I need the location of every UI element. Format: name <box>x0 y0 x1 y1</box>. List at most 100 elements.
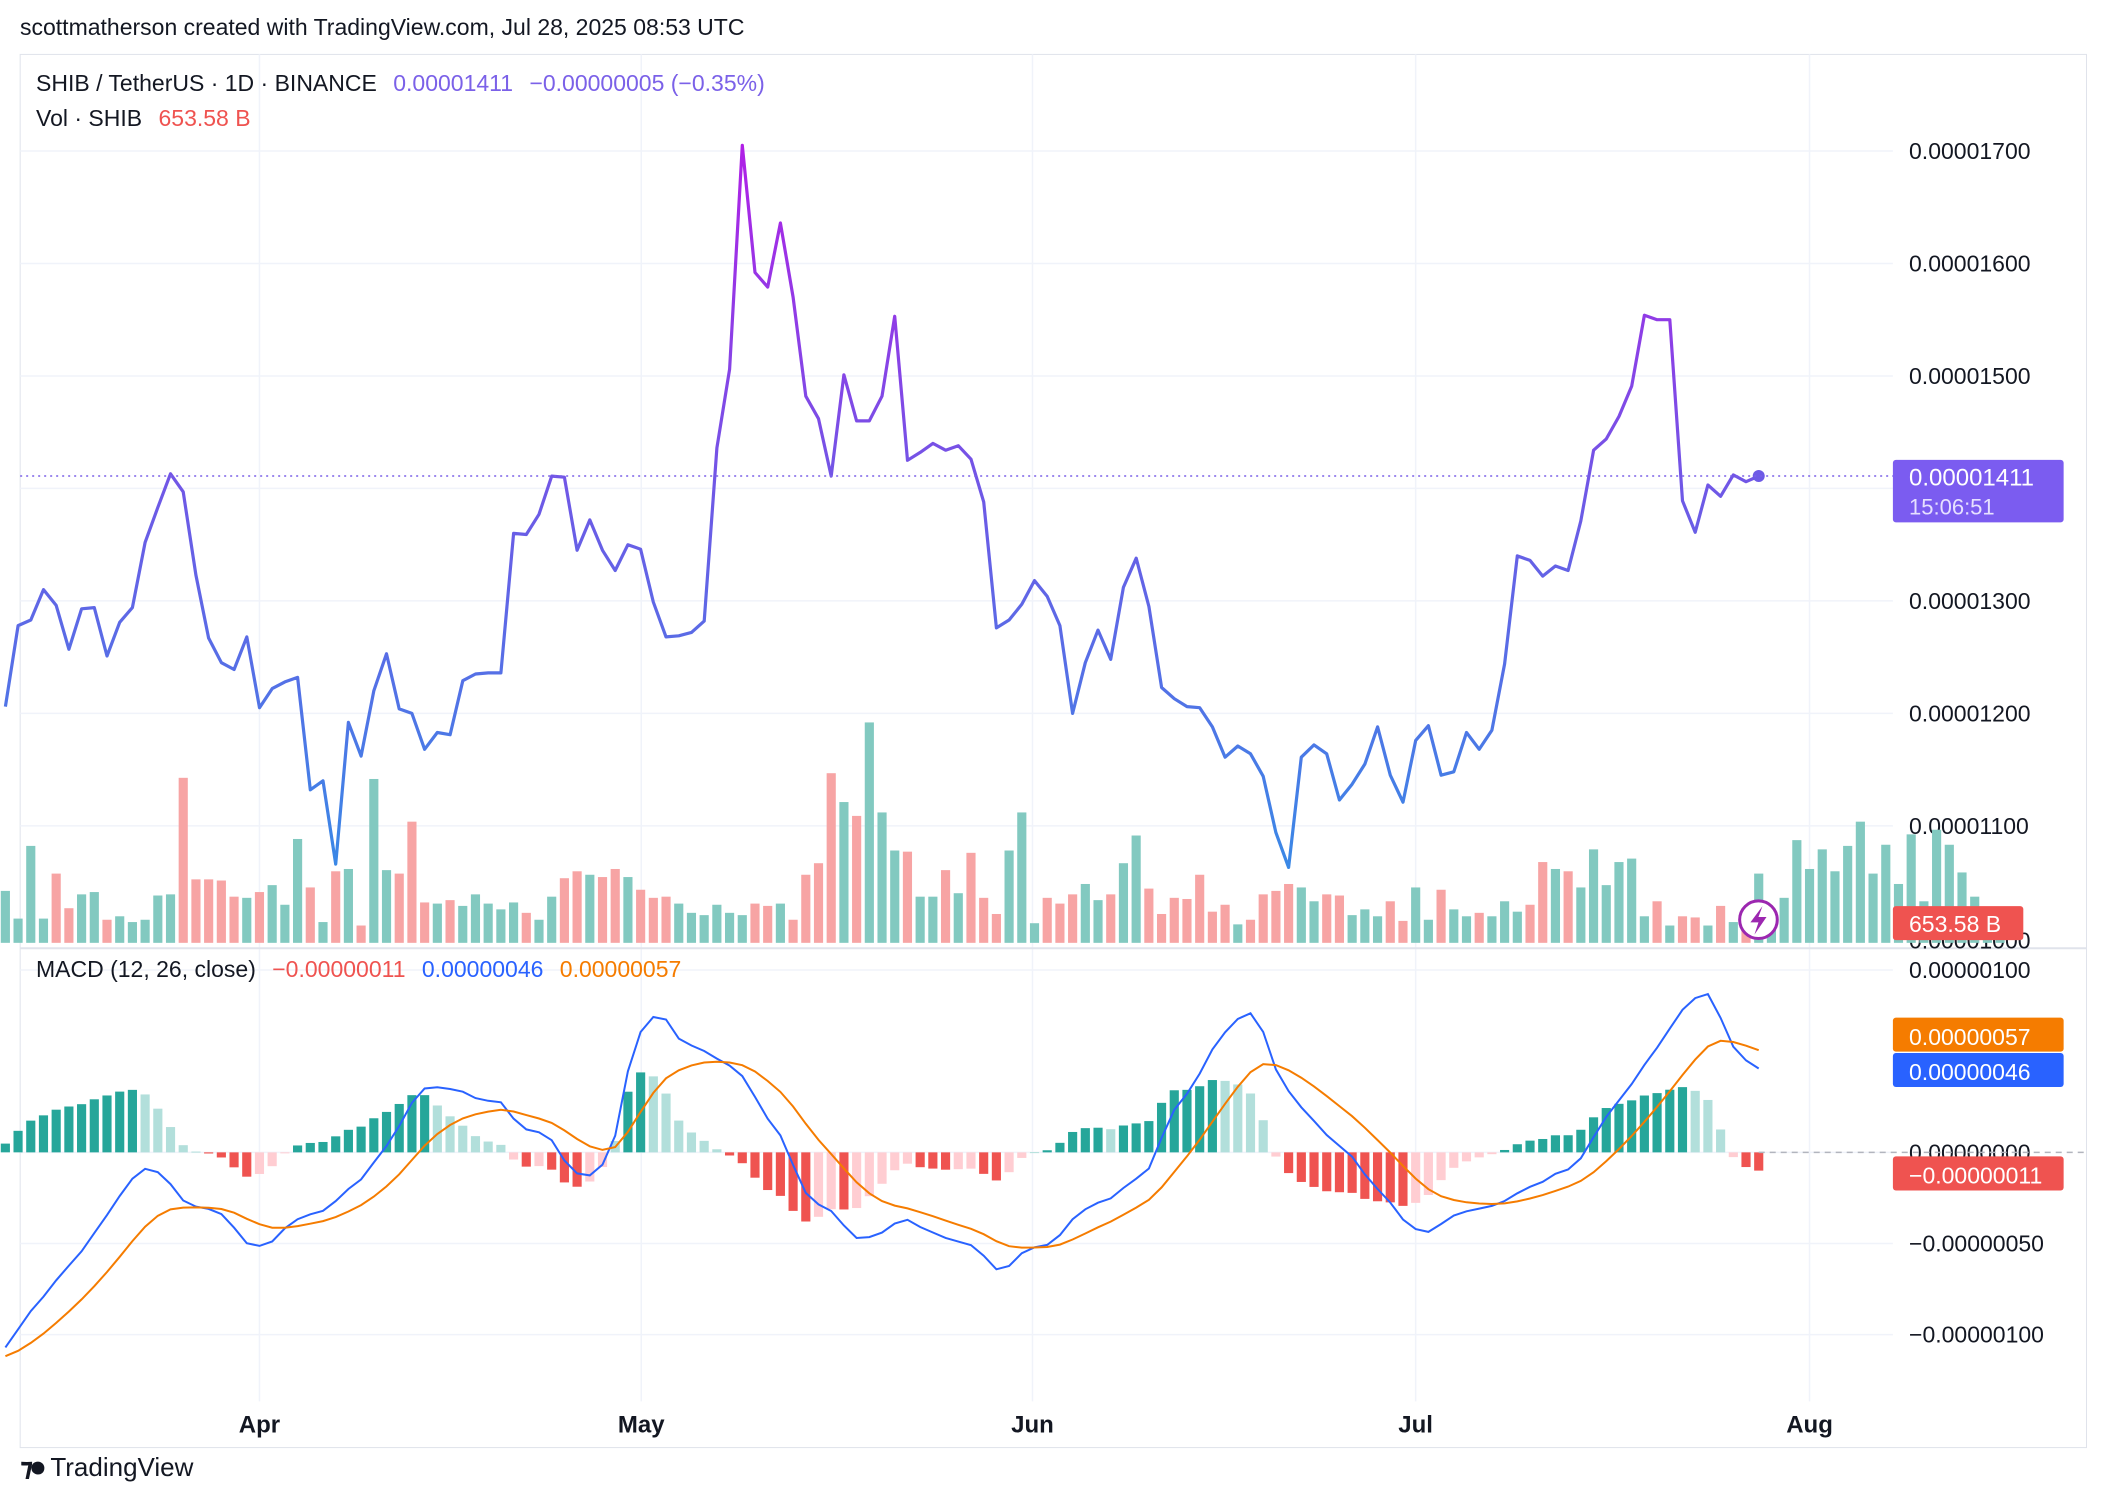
price-badge-countdown: 15:06:51 <box>1909 494 1995 519</box>
macd-histogram-bar <box>648 1076 658 1153</box>
tradingview-logo[interactable]: ⁊⏺ TradingView <box>20 1452 193 1484</box>
macd-histogram-bar <box>1652 1093 1662 1153</box>
macd-histogram-bar <box>1245 1093 1256 1153</box>
x-tick-apr: Apr <box>239 1412 280 1439</box>
macd-hist-badge <box>1892 1156 2064 1191</box>
price-change: −0.00000005 (−0.35%) <box>529 70 765 96</box>
volume-bar <box>267 885 277 943</box>
macd-hist-value: −0.00000011 <box>272 956 406 982</box>
volume-bar <box>1512 911 1522 943</box>
macd-histogram-bar <box>915 1152 925 1168</box>
volume-bar <box>1550 868 1561 943</box>
macd-y-tick: 0.00000100 <box>1909 957 2031 983</box>
macd-histogram-bar <box>1703 1099 1713 1153</box>
volume-bar <box>864 722 874 943</box>
macd-histogram-bar <box>686 1132 697 1153</box>
macd-histogram-bar <box>547 1152 557 1170</box>
volume-bar <box>305 887 315 943</box>
x-tick-jun: Jun <box>1011 1412 1054 1439</box>
macd-histogram-bar <box>483 1141 493 1153</box>
macd-histogram-bar <box>1055 1142 1065 1153</box>
lightning-icon[interactable] <box>1738 899 1779 941</box>
volume-bar <box>420 902 430 943</box>
volume-bar <box>38 918 49 943</box>
volume-legend: Vol · SHIB 653.58 B <box>36 105 251 132</box>
macd-histogram-bar <box>64 1106 74 1153</box>
volume-bar <box>1563 871 1573 943</box>
macd-histogram-bar <box>1296 1152 1306 1182</box>
macd-histogram-bar <box>1042 1150 1052 1153</box>
macd-histogram-bar <box>77 1104 87 1153</box>
macd-histogram-bar <box>229 1152 239 1168</box>
macd-histogram-bar <box>1029 1152 1040 1154</box>
volume-bar <box>559 878 569 943</box>
volume-bar <box>102 919 112 943</box>
chart-frame <box>19 53 2087 1449</box>
volume-bar <box>1804 868 1815 943</box>
volume-bar <box>229 896 239 943</box>
volume-bar <box>1334 895 1345 943</box>
macd-histogram-bar <box>369 1118 379 1153</box>
lightning-icon-bolt <box>1750 906 1767 935</box>
volume-bar <box>1576 887 1586 943</box>
macd-histogram-bar <box>1347 1152 1357 1193</box>
volume-bar <box>1500 901 1510 943</box>
macd-histogram-bar <box>1284 1152 1294 1174</box>
macd-hist-badge-value: −0.00000011 <box>1909 1163 2042 1189</box>
macd-histogram-bar <box>826 1152 836 1210</box>
volume-bar <box>1271 890 1281 943</box>
macd-histogram-bar <box>509 1152 519 1160</box>
macd-histogram-bar <box>1068 1131 1078 1153</box>
macd-histogram-bar <box>597 1152 608 1168</box>
volume-bar <box>458 905 468 943</box>
macd-y-tick: −0.00000100 <box>1909 1322 2044 1348</box>
volume-bar <box>89 892 99 943</box>
volume-bar <box>381 870 392 943</box>
volume-bar <box>813 863 824 943</box>
macd-histogram-bar <box>712 1149 722 1153</box>
macd-histogram-bar <box>534 1152 544 1167</box>
volume-bar <box>191 879 201 943</box>
macd-histogram-bar <box>839 1152 849 1210</box>
volume-bar <box>547 896 557 943</box>
volume-bar <box>127 922 137 943</box>
volume-bar <box>674 903 684 943</box>
macd-histogram-bar <box>699 1140 709 1153</box>
macd-histogram-bar <box>1716 1129 1726 1153</box>
volume-bar <box>521 912 531 943</box>
macd-histogram-bar <box>1080 1128 1090 1153</box>
macd-histogram-bar <box>204 1152 214 1154</box>
macd-histogram-bar <box>1258 1120 1268 1153</box>
macd-histogram-bar <box>445 1116 455 1153</box>
macd-signal-value: 0.00000057 <box>559 956 682 982</box>
volume-bar <box>51 873 61 943</box>
macd-histogram-bar <box>979 1152 989 1174</box>
volume-bar <box>902 851 913 943</box>
macd-histogram-bar <box>153 1108 163 1153</box>
macd-histogram-bar <box>318 1141 328 1153</box>
volume-bar <box>661 896 671 943</box>
volume-bar <box>496 909 506 943</box>
volume-bar <box>356 925 366 943</box>
macd-histogram-bar <box>585 1152 595 1182</box>
macd-histogram-bar <box>1665 1089 1675 1153</box>
macd-y-tick: −0.00000050 <box>1909 1231 2044 1257</box>
volume-bar <box>1245 919 1256 943</box>
macd-histogram-bar <box>496 1144 506 1153</box>
volume-bar <box>1423 919 1433 943</box>
volume-bar <box>1728 922 1738 943</box>
macd-histogram-bar <box>966 1152 976 1169</box>
volume-bar <box>1207 911 1217 943</box>
macd-histogram-bar <box>1741 1152 1751 1168</box>
volume-bar <box>991 913 1001 943</box>
volume-bar <box>1677 916 1688 943</box>
volume-bar <box>966 852 976 943</box>
macd-histogram-bar <box>458 1125 468 1153</box>
price-y-tick: 0.00001100 <box>1909 813 2029 839</box>
volume-bar <box>1639 916 1649 943</box>
volume-bar <box>1106 894 1116 943</box>
volume-bar <box>1627 858 1637 943</box>
volume-bar <box>0 890 10 943</box>
macd-histogram-bar <box>940 1152 951 1170</box>
